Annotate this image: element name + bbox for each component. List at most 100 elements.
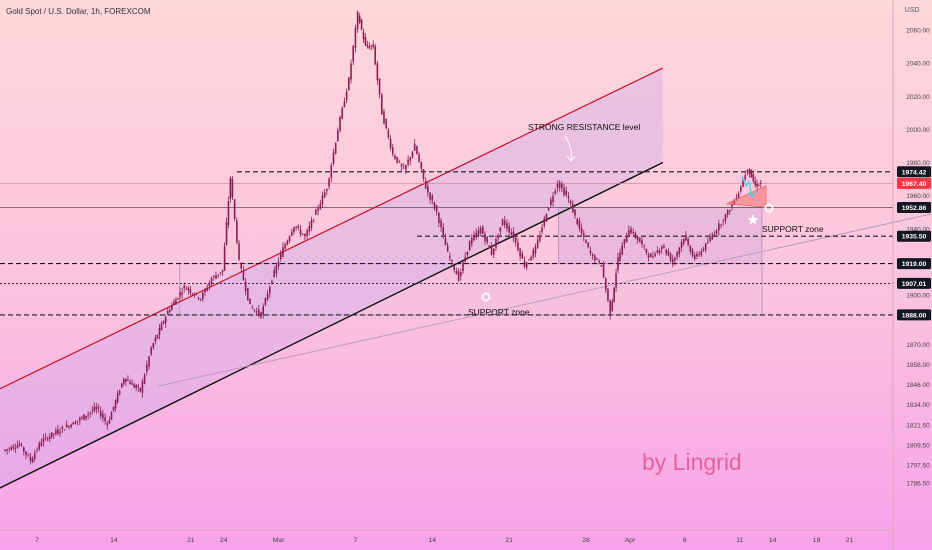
resistance-arrow bbox=[564, 135, 576, 162]
candle-body bbox=[418, 154, 420, 162]
candle-body bbox=[630, 228, 632, 234]
candle-body bbox=[61, 426, 64, 429]
candle-body bbox=[735, 197, 738, 199]
price-badge-bg bbox=[897, 258, 931, 270]
candle-body bbox=[729, 210, 731, 212]
candle-body bbox=[464, 256, 467, 262]
candle-body bbox=[350, 63, 352, 80]
candle-body bbox=[131, 383, 133, 385]
candle-body bbox=[433, 202, 436, 209]
candle-body bbox=[521, 253, 524, 259]
y-tick-label: 1821.50 bbox=[906, 423, 930, 430]
candle-body bbox=[580, 228, 583, 234]
y-tick-label: 1858.00 bbox=[906, 362, 930, 369]
candle-body bbox=[748, 168, 751, 175]
candle-body bbox=[372, 44, 374, 48]
candle-body bbox=[385, 118, 387, 129]
candle-body bbox=[352, 45, 355, 62]
candle-body bbox=[210, 278, 213, 285]
candle-body bbox=[308, 225, 311, 232]
candle-body bbox=[59, 431, 61, 434]
candle-body bbox=[525, 262, 528, 268]
candle-body bbox=[215, 275, 217, 279]
price-badge-bg bbox=[897, 230, 931, 242]
candle-body bbox=[752, 174, 755, 182]
candle-body bbox=[20, 445, 23, 446]
channel-lower-line bbox=[0, 161, 664, 489]
candle-body bbox=[534, 246, 537, 254]
candle-body bbox=[279, 253, 282, 259]
support-zone-marker-right bbox=[764, 203, 774, 213]
y-tick-label: 1940.00 bbox=[906, 226, 930, 233]
candle-body bbox=[87, 414, 89, 416]
candle-body bbox=[376, 63, 379, 81]
candle-body bbox=[396, 156, 398, 163]
candle-body bbox=[407, 159, 409, 165]
candle-body bbox=[251, 307, 254, 309]
candle-body bbox=[660, 246, 663, 250]
candle-body bbox=[284, 244, 286, 249]
candle-body bbox=[484, 234, 486, 242]
candle-body bbox=[674, 257, 676, 261]
candle-body bbox=[724, 214, 727, 222]
price-badge-label: 1974.42 bbox=[902, 169, 927, 176]
candle-body bbox=[628, 230, 630, 238]
candle-body bbox=[645, 249, 648, 253]
candle-body bbox=[97, 407, 100, 409]
candle-body bbox=[185, 289, 188, 290]
x-tick-label: Apr bbox=[625, 537, 636, 544]
candle-body bbox=[431, 195, 434, 201]
candle-body bbox=[154, 337, 157, 342]
candle-body bbox=[654, 253, 656, 256]
candle-body bbox=[299, 229, 302, 235]
candle-body bbox=[510, 232, 513, 235]
y-tick-label: 2040.00 bbox=[906, 61, 930, 68]
candle-body bbox=[18, 443, 21, 446]
candle-body bbox=[398, 161, 401, 163]
candle-body bbox=[323, 192, 326, 198]
candle-body bbox=[429, 192, 431, 200]
candle-body bbox=[576, 218, 579, 225]
candle-body bbox=[720, 224, 722, 226]
candle-body bbox=[378, 78, 381, 95]
candle-body bbox=[193, 294, 196, 296]
candle-body bbox=[711, 235, 714, 240]
candle-body bbox=[649, 253, 652, 258]
candle-body bbox=[187, 287, 190, 291]
candle-body bbox=[143, 374, 146, 384]
candle-body bbox=[632, 231, 635, 233]
candle-body bbox=[374, 45, 376, 65]
candle-body bbox=[541, 227, 543, 232]
candle-body bbox=[199, 298, 202, 300]
candle-body bbox=[416, 146, 418, 155]
star-icon bbox=[747, 214, 759, 225]
candle-body bbox=[223, 246, 226, 271]
candle-body bbox=[76, 420, 79, 422]
candle-body bbox=[242, 270, 245, 281]
candle-body bbox=[550, 199, 552, 205]
candle-body bbox=[497, 235, 499, 239]
candle-body bbox=[177, 298, 179, 299]
candle-body bbox=[394, 155, 396, 159]
candle-body bbox=[693, 255, 696, 260]
overlay-layer bbox=[725, 185, 767, 208]
candle-body bbox=[304, 234, 306, 237]
candle-body bbox=[72, 422, 75, 425]
price-badge-bg bbox=[897, 277, 931, 289]
candle-body bbox=[503, 220, 506, 225]
candle-body bbox=[141, 381, 144, 393]
candle-body bbox=[462, 262, 464, 272]
y-tick-label: 2000.00 bbox=[906, 127, 930, 134]
candle-body bbox=[217, 274, 219, 276]
price-badge: 1888.00 bbox=[897, 309, 931, 321]
candle-body bbox=[95, 406, 98, 410]
candle-body bbox=[665, 249, 667, 254]
candle-body bbox=[449, 256, 451, 259]
x-tick-label: 24 bbox=[220, 537, 228, 544]
candle-body bbox=[231, 179, 234, 198]
candle-body bbox=[609, 300, 611, 316]
candle-body bbox=[282, 247, 284, 257]
y-tick-label: 2020.00 bbox=[906, 94, 930, 101]
candle-body bbox=[528, 259, 530, 261]
candle-body bbox=[319, 203, 322, 210]
